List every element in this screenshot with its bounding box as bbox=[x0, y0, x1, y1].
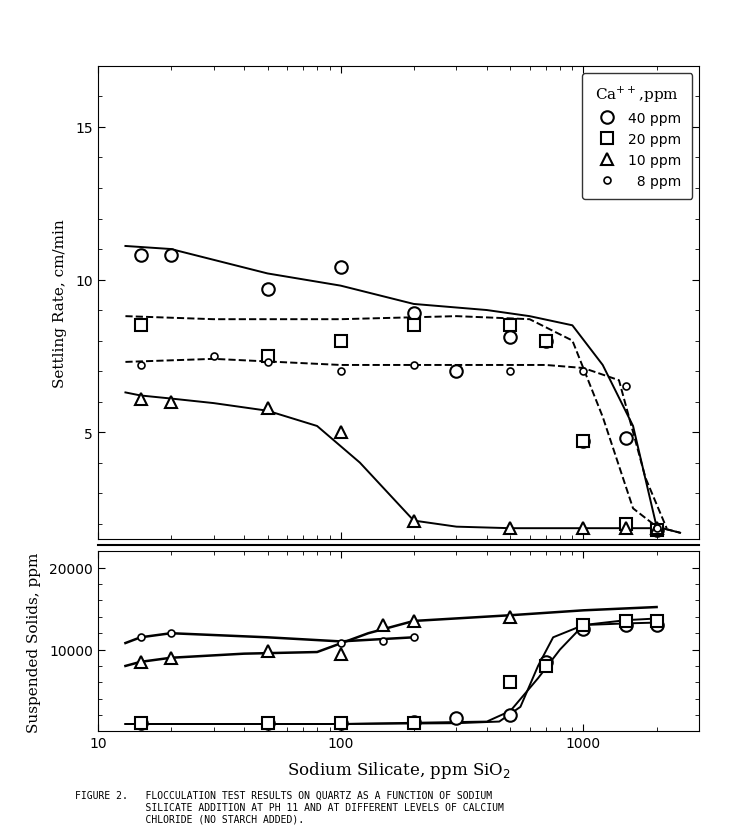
Y-axis label: Settling Rate, cm/min: Settling Rate, cm/min bbox=[53, 219, 67, 387]
X-axis label: Sodium Silicate, ppm SiO$_2$: Sodium Silicate, ppm SiO$_2$ bbox=[287, 758, 511, 780]
Legend: 40 ppm, 20 ppm, 10 ppm,   8 ppm: 40 ppm, 20 ppm, 10 ppm, 8 ppm bbox=[582, 74, 693, 200]
Text: FIGURE 2.   FLOCCULATION TEST RESULTS ON QUARTZ AS A FUNCTION OF SODIUM
        : FIGURE 2. FLOCCULATION TEST RESULTS ON Q… bbox=[75, 790, 504, 823]
Y-axis label: Suspended Solids, ppm: Suspended Solids, ppm bbox=[26, 552, 41, 732]
